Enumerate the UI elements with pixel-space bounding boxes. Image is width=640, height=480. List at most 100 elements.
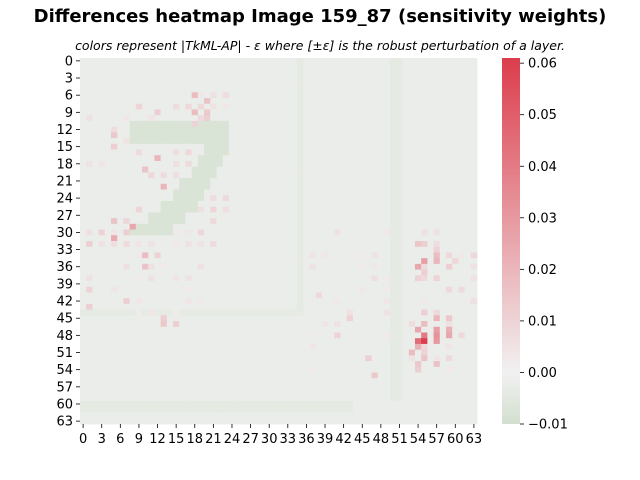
heatmap-cell (433, 252, 441, 259)
heatmap-cell (383, 178, 391, 185)
heatmap-cell (328, 366, 335, 373)
heatmap-cell (148, 235, 155, 242)
heatmap-cell (464, 383, 472, 391)
heatmap-cell (204, 378, 211, 385)
heatmap-cell (216, 115, 224, 122)
heatmap-cell (433, 418, 441, 425)
heatmap-cell (117, 286, 124, 293)
heatmap-cell (470, 69, 478, 76)
heatmap-cell (247, 223, 255, 230)
heatmap-cell (216, 332, 224, 339)
heatmap-cell (204, 132, 211, 139)
heatmap-cell (309, 195, 317, 202)
heatmap-cell (445, 115, 453, 122)
heatmap-cell (421, 338, 428, 345)
heatmap-cell (315, 309, 323, 316)
heatmap-cell (303, 383, 310, 391)
heatmap-cell (371, 189, 379, 196)
heatmap-cell (371, 132, 379, 139)
heatmap-cell (464, 178, 472, 185)
colorbar-gradient (502, 58, 520, 424)
heatmap-cell (321, 92, 329, 99)
heatmap-cell (185, 361, 193, 368)
heatmap-cell (340, 361, 348, 368)
heatmap-cell (259, 86, 267, 93)
heatmap-cell (111, 160, 118, 168)
heatmap-cell (377, 149, 385, 156)
heatmap-cell (92, 303, 100, 311)
heatmap-cell (142, 218, 149, 225)
heatmap-cell (328, 241, 335, 248)
heatmap-cell (445, 183, 453, 190)
heatmap-cell (228, 275, 236, 282)
heatmap-cell (111, 103, 118, 110)
heatmap-cell (166, 143, 174, 150)
heatmap-cell (340, 58, 348, 65)
heatmap-cell (80, 69, 87, 76)
heatmap-cell (414, 195, 422, 202)
heatmap-cell (191, 383, 199, 391)
heatmap-cell (154, 155, 162, 162)
heatmap-cell (266, 166, 273, 173)
heatmap-cell (197, 172, 205, 179)
heatmap-cell (241, 143, 248, 150)
heatmap-cell (433, 143, 441, 150)
heatmap-cell (266, 372, 273, 379)
heatmap-cell (383, 120, 391, 128)
heatmap-cell (266, 109, 273, 116)
heatmap-cell (290, 383, 298, 391)
heatmap-cell (123, 303, 131, 311)
heatmap-cell (241, 98, 248, 105)
heatmap-cell (235, 212, 242, 219)
heatmap-cell (235, 258, 242, 265)
heatmap-cell (135, 229, 143, 236)
heatmap-cell (160, 286, 168, 293)
heatmap-cell (241, 366, 248, 373)
heatmap-cell (352, 195, 360, 202)
heatmap-cell (365, 241, 372, 248)
heatmap-cell (80, 189, 87, 196)
heatmap-cell (297, 103, 304, 110)
heatmap-cell (352, 281, 360, 288)
heatmap-cell (402, 286, 410, 293)
heatmap-cell (222, 292, 230, 299)
heatmap-cell (92, 80, 100, 87)
heatmap-cell (185, 63, 193, 70)
heatmap-cell (452, 229, 459, 236)
heatmap-cell (266, 75, 273, 82)
heatmap-cell (235, 246, 242, 253)
heatmap-cell (173, 406, 180, 413)
heatmap-cell (439, 366, 447, 373)
heatmap-cell (253, 189, 261, 196)
heatmap-cell (390, 338, 397, 345)
heatmap-cell (98, 92, 106, 99)
heatmap-cell (352, 395, 360, 402)
heatmap-cell (235, 98, 242, 105)
heatmap-cell (179, 418, 186, 425)
heatmap-cell (210, 338, 217, 345)
heatmap-cell (445, 212, 453, 219)
y-tick-label: 36 (56, 260, 73, 275)
heatmap-cell (266, 69, 273, 76)
heatmap-cell (458, 58, 465, 65)
heatmap-cell (241, 401, 248, 408)
heatmap-cell (154, 383, 162, 391)
heatmap-cell (445, 246, 453, 253)
heatmap-cell (266, 212, 273, 219)
heatmap-cell (383, 321, 391, 328)
heatmap-cell (129, 326, 137, 333)
heatmap-cell (452, 98, 459, 105)
heatmap-cell (315, 298, 323, 305)
heatmap-cell (427, 241, 434, 248)
heatmap-cell (222, 338, 230, 345)
heatmap-cell (185, 326, 193, 333)
heatmap-cell (129, 63, 137, 70)
heatmap-cell (111, 372, 118, 379)
heatmap-cell (154, 80, 162, 87)
heatmap-cell (129, 126, 137, 133)
heatmap-cell (340, 378, 348, 385)
heatmap-cell (160, 258, 168, 265)
heatmap-cell (80, 166, 87, 173)
heatmap-cell (179, 160, 186, 168)
heatmap-cell (303, 418, 310, 425)
